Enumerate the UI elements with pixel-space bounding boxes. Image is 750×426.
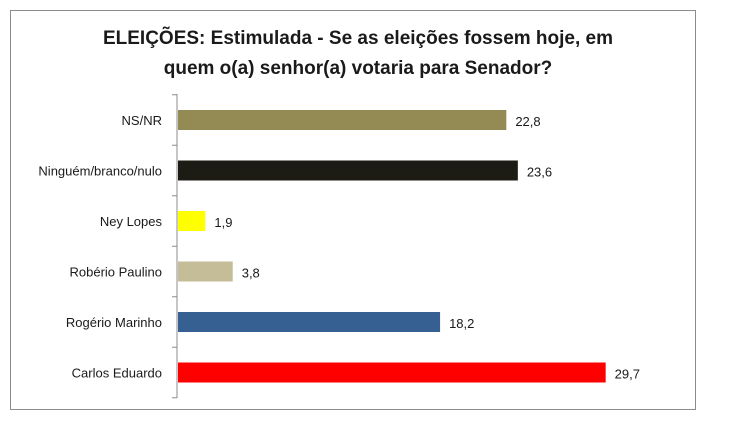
chart-title: ELEIÇÕES: Estimulada - Se as eleições fo…: [0, 24, 716, 84]
chart-frame: [10, 10, 696, 410]
category-label: Ney Lopes: [100, 214, 163, 229]
data-label: 23,6: [527, 165, 552, 180]
chart-title-line-1: ELEIÇÕES: Estimulada - Se as eleições fo…: [102, 28, 614, 49]
category-label: Robério Paulino: [69, 265, 162, 280]
category-label: NS/NR: [122, 113, 162, 128]
bar: [178, 312, 441, 332]
category-label: Carlos Eduardo: [72, 366, 162, 381]
bar: [178, 160, 518, 181]
data-label: 18,2: [449, 316, 474, 331]
data-label: 22,8: [515, 114, 540, 129]
bar: [178, 261, 233, 282]
bar: [178, 211, 206, 231]
bar: [178, 362, 606, 383]
category-label: Ninguém/branco/nulo: [38, 164, 162, 179]
data-label: 3,8: [242, 266, 260, 281]
data-label: 1,9: [214, 215, 232, 230]
category-label: Rogério Marinho: [66, 315, 162, 330]
bars-group: NS/NR 22,8 Ninguém/branco/nulo 23,6 Ney Lope…: [38, 94, 640, 399]
bar: [178, 110, 507, 130]
chart-title-line-2: quem o(a) senhor(a) votaria para Senador…: [163, 58, 553, 79]
data-label: 29,7: [615, 367, 640, 382]
